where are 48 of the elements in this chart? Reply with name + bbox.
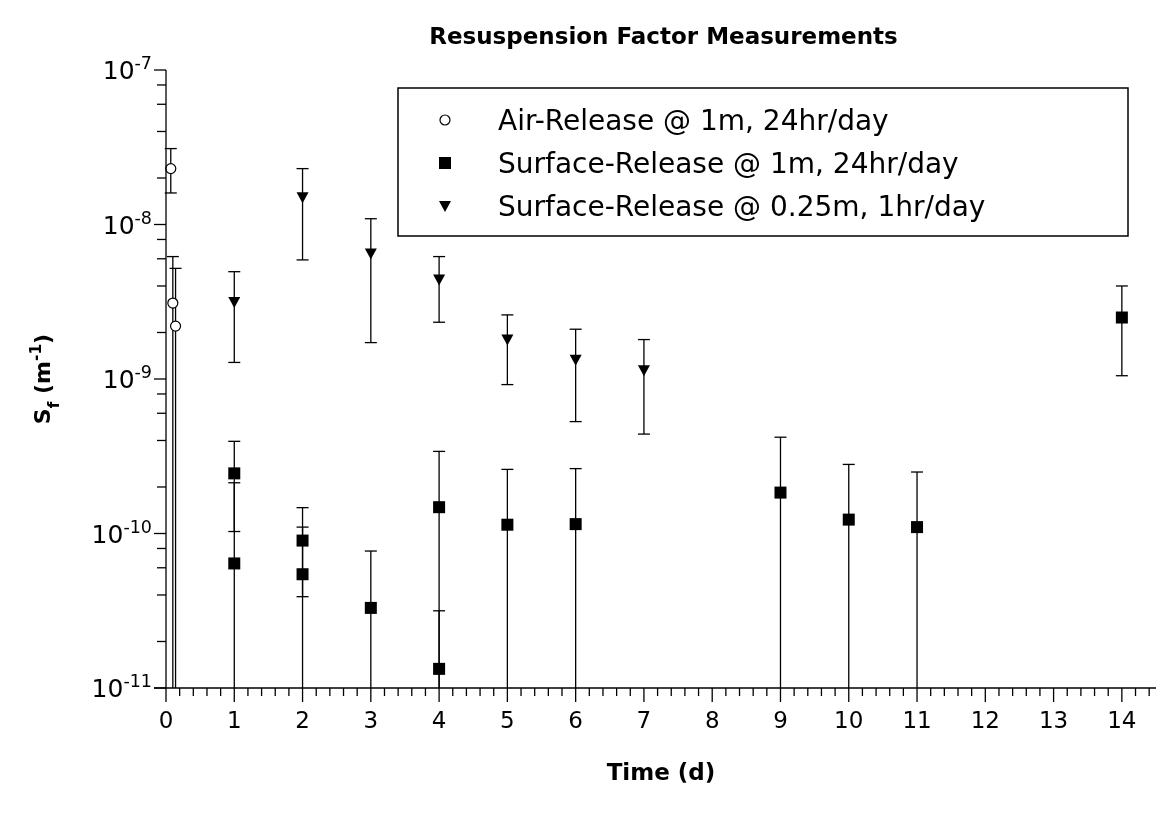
x-tick-label: 5 [500, 707, 515, 733]
x-tick-label: 11 [902, 707, 932, 733]
x-tick-label: 6 [568, 707, 583, 733]
x-tick-label: 7 [636, 707, 652, 733]
point [774, 486, 787, 499]
point [228, 557, 241, 570]
y-tick-label: 10$^{-10}$ [91, 516, 152, 549]
point [911, 521, 924, 534]
point [842, 513, 855, 526]
point [637, 365, 650, 377]
point [228, 297, 241, 309]
x-tick-label: 8 [704, 707, 720, 733]
point [569, 354, 582, 366]
point [296, 568, 309, 581]
y-tick-label: 10$^{-8}$ [102, 207, 152, 240]
point [501, 334, 514, 346]
x-axis-title: Time (d) [606, 759, 716, 785]
chart-title: Resuspension Factor Measurements [429, 23, 898, 49]
x-tick-label: 13 [1038, 707, 1069, 733]
point [169, 320, 182, 332]
point [433, 501, 446, 514]
point [364, 601, 377, 614]
x-tick-label: 12 [970, 707, 1000, 733]
legend-label: Air-Release @ 1m, 24hr/day [498, 104, 889, 137]
point [165, 163, 177, 175]
x-tick-label: 0 [158, 707, 174, 733]
point [433, 274, 446, 286]
x-tick-label: 2 [295, 707, 310, 733]
y-tick-label: 10$^{-9}$ [102, 362, 152, 394]
x-tick-label: 14 [1107, 707, 1137, 733]
x-tick-label: 1 [226, 707, 242, 733]
x-tick-label: 10 [834, 707, 864, 733]
point [501, 518, 514, 531]
point [167, 297, 179, 309]
point [296, 534, 309, 547]
y-tick-label: 10$^{-11}$ [91, 671, 152, 703]
legend-label: Surface-Release @ 0.25m, 1hr/day [498, 190, 986, 223]
y-tick-label: 10$^{-7}$ [102, 53, 152, 85]
x-tick-label: 9 [773, 707, 788, 733]
point [364, 248, 377, 260]
point [296, 192, 309, 204]
x-tick-label: 3 [363, 707, 379, 733]
point [569, 518, 582, 531]
point [433, 662, 446, 675]
x-tick-label: 4 [431, 707, 447, 733]
point [1115, 311, 1128, 324]
legend-label: Surface-Release @ 1m, 24hr/day [498, 147, 959, 180]
point [228, 467, 241, 480]
